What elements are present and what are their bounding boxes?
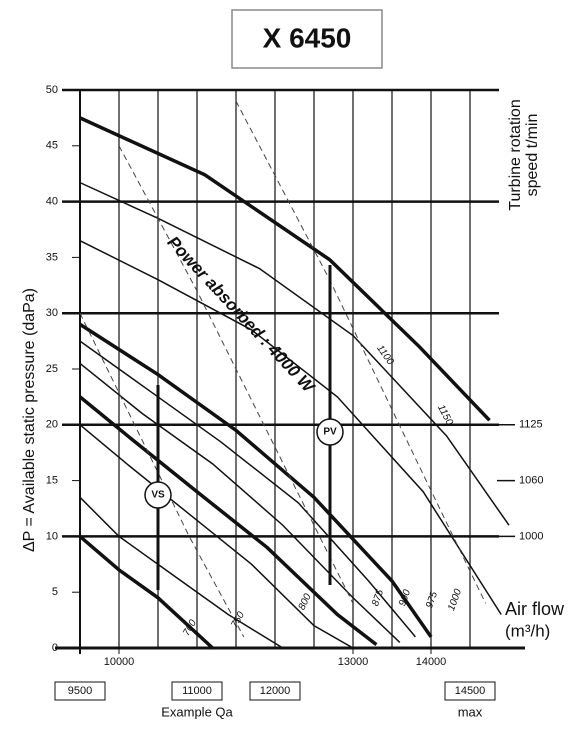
y-tick-label: 30 (46, 307, 58, 319)
x-axis-title: (m³/h) (505, 621, 550, 640)
y-tick-label: 15 (46, 475, 58, 487)
flow-box-label: 11000 (182, 685, 212, 697)
y2-tick-label: 1125 (519, 419, 543, 431)
y2-tick-label: 1000 (519, 530, 543, 542)
power-line (79, 312, 245, 638)
title-box (231, 9, 383, 69)
x-axis-title: Air flow (505, 599, 565, 619)
point-marker (316, 418, 344, 446)
flow-note: Example Qa (161, 704, 233, 719)
fan-curve (79, 322, 433, 638)
curve-label: 800 (297, 592, 314, 612)
y-tick-label: 40 (46, 196, 58, 208)
fan-curve (79, 496, 284, 649)
y-tick-label: 35 (46, 251, 58, 263)
power-line (118, 145, 354, 604)
fan-curve (79, 362, 401, 643)
flow-box (444, 681, 496, 701)
point-label: VS (151, 490, 165, 501)
y2-tick-label: 1060 (519, 475, 543, 487)
fan-curve (79, 340, 416, 638)
y2-title: speed t/min (524, 114, 541, 197)
y-tick-label: 0 (52, 642, 58, 654)
y-tick-label: 10 (46, 530, 58, 542)
flow-note: max (458, 704, 483, 719)
y-tick-label: 45 (46, 140, 58, 152)
flow-box (54, 681, 106, 701)
fan-curve (79, 424, 354, 649)
y-tick-label: 50 (46, 84, 58, 96)
fan-curve (79, 116, 491, 422)
fan-curve (78, 395, 378, 647)
x-tick-label: 14000 (416, 656, 447, 668)
curve-label: 750 (229, 610, 247, 630)
power-line (235, 100, 487, 604)
flow-box (249, 681, 301, 701)
flow-box (171, 681, 223, 701)
chart-title: X 6450 (263, 22, 352, 53)
y-axis-title: ΔP = Available static pressure (daPa) (21, 288, 38, 552)
y2-title: Turbine rotation (507, 99, 524, 210)
flow-box-label: 14500 (455, 685, 486, 697)
fan-curve (78, 535, 214, 650)
point-marker (144, 481, 172, 509)
point-label: PV (323, 427, 337, 438)
fan-curve (79, 239, 502, 615)
fan-curve (79, 181, 510, 526)
y-tick-label: 25 (46, 363, 58, 375)
flow-box-label: 12000 (260, 685, 291, 697)
power-label: Power absorbed : 4000 W (164, 233, 320, 398)
curve-label: 1000 (446, 587, 464, 612)
curve-label: 875 (370, 588, 386, 608)
x-tick-label: 10000 (104, 656, 135, 668)
curve-label: 975 (424, 590, 440, 610)
flow-box-label: 9500 (68, 685, 92, 697)
y-tick-label: 5 (52, 586, 58, 598)
y-tick-label: 20 (46, 419, 58, 431)
x-tick-label: 13000 (338, 656, 369, 668)
